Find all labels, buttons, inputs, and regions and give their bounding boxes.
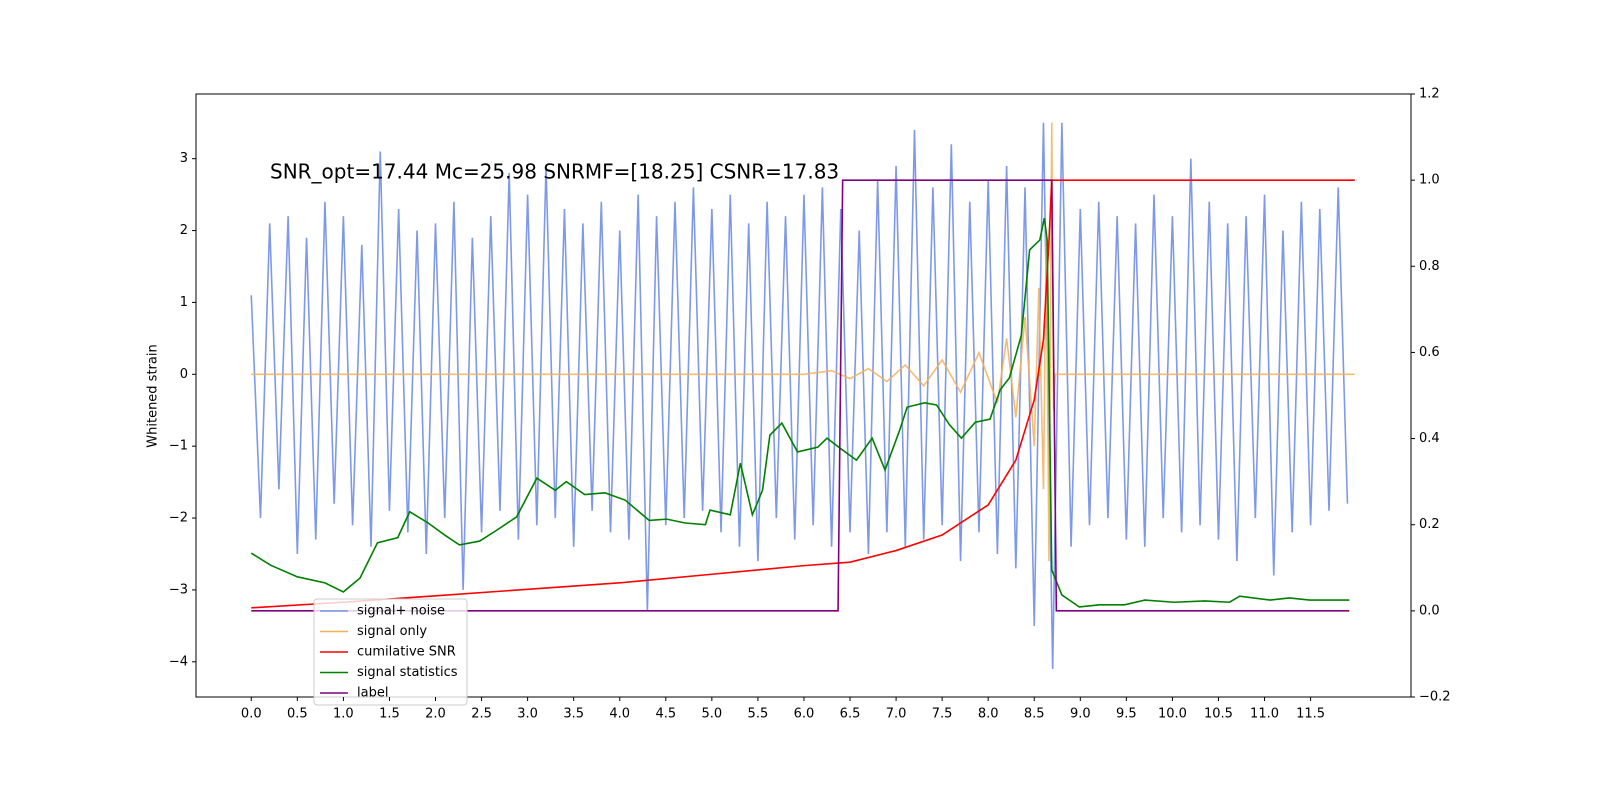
x-tick-label: 5.5 [748, 707, 769, 722]
x-tick-label: 8.0 [978, 707, 999, 722]
x-tick-label: 5.0 [702, 707, 723, 722]
series-line [250, 122, 1349, 669]
x-tick-label: 10.0 [1158, 707, 1187, 722]
y2-tick-label: −0.2 [1419, 690, 1451, 705]
x-tick-label: 8.5 [1024, 707, 1045, 722]
y-tick-label: −2 [169, 511, 188, 526]
x-tick-label: 6.5 [840, 707, 861, 722]
series-line [251, 122, 1355, 562]
y-tick-label: −3 [169, 582, 188, 597]
series-line [250, 217, 1350, 608]
legend-label: cumilative SNR [357, 645, 456, 660]
series-line [251, 179, 1355, 609]
legend-label: signal only [357, 624, 427, 639]
x-tick-label: 9.5 [1116, 707, 1137, 722]
x-tick-label: 1.0 [333, 707, 354, 722]
y-tick-label: 3 [180, 151, 188, 166]
legend-label: label [357, 686, 388, 701]
y-tick-label: 1 [180, 295, 188, 310]
y-axis-label: Whitened strain [146, 344, 161, 447]
y2-tick-label: 0.6 [1419, 345, 1440, 360]
x-tick-label: 2.5 [471, 707, 492, 722]
y-tick-label: 0 [180, 367, 188, 382]
x-tick-label: 0.5 [287, 707, 308, 722]
x-tick-label: 11.0 [1250, 707, 1279, 722]
x-tick-label: 11.5 [1296, 707, 1325, 722]
y-tick-label: −1 [169, 439, 188, 454]
x-tick-label: 9.0 [1070, 707, 1091, 722]
x-tick-label: 7.5 [932, 707, 953, 722]
y2-tick-label: 0.4 [1419, 431, 1440, 446]
x-tick-label: 4.5 [655, 707, 676, 722]
x-tick-label: 3.0 [517, 707, 538, 722]
x-tick-label: 0.0 [241, 707, 262, 722]
y2-tick-label: 0.8 [1419, 259, 1440, 274]
x-tick-label: 7.0 [886, 707, 907, 722]
x-tick-label: 10.5 [1204, 707, 1233, 722]
x-tick-label: 1.5 [379, 707, 400, 722]
y2-tick-label: 1.2 [1419, 87, 1440, 102]
x-tick-label: 4.0 [609, 707, 630, 722]
x-tick-label: 6.0 [794, 707, 815, 722]
y2-tick-label: 0.2 [1419, 517, 1440, 532]
y-tick-label: 2 [180, 223, 188, 238]
legend-box [313, 598, 468, 706]
legend-label: signal+ noise [357, 604, 445, 619]
x-tick-label: 3.5 [563, 707, 584, 722]
x-tick-label: 2.0 [425, 707, 446, 722]
y2-tick-label: 0.0 [1419, 603, 1440, 618]
series-line [251, 179, 1350, 612]
legend-label: signal statistics [357, 665, 458, 680]
y-tick-label: −4 [169, 654, 188, 669]
y2-tick-label: 1.0 [1419, 173, 1440, 188]
annotation: SNR_opt=17.44 Mc=25.98 SNRMF=[18.25] CSN… [270, 160, 839, 184]
